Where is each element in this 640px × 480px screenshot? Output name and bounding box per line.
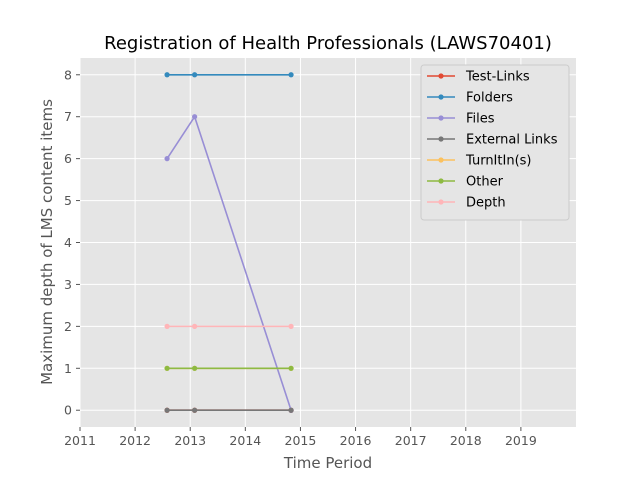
data-point-folders (164, 72, 170, 78)
legend-label: Test-Links (465, 70, 530, 85)
legend-entry-folders: Folders (427, 91, 513, 106)
legend-entry-external-links: External Links (427, 133, 558, 148)
data-point-depth (288, 323, 294, 329)
legend-label: Folders (466, 91, 513, 106)
y-axis-label: Maximum depth of LMS content items (38, 99, 56, 385)
x-tick-label: 2018 (450, 433, 482, 448)
legend-label: TurnItIn(s) (465, 154, 531, 169)
data-point-other (288, 365, 294, 371)
x-tick-label: 2019 (505, 433, 537, 448)
y-tick-label: 0 (64, 403, 72, 418)
y-tick-label: 5 (64, 193, 72, 208)
legend-entry-files: Files (427, 112, 495, 127)
data-point-depth (192, 323, 198, 329)
series-other (164, 365, 294, 371)
x-tick-label: 2012 (119, 433, 151, 448)
data-point-folders (288, 72, 294, 78)
series-external-links (164, 407, 294, 413)
data-point-external-links (192, 407, 198, 413)
legend-entry-other: Other (427, 175, 504, 190)
y-tick-label: 2 (64, 319, 72, 334)
legend-marker (438, 199, 444, 205)
x-tick-label: 2011 (64, 433, 96, 448)
y-tick-label: 4 (64, 235, 72, 250)
data-point-depth (164, 323, 170, 329)
legend-marker (438, 157, 444, 163)
legend-entry-turnitin-s: TurnItIn(s) (427, 154, 531, 169)
legend-marker (438, 73, 444, 79)
legend-label: External Links (466, 133, 558, 148)
data-point-files (192, 114, 198, 120)
legend-box (420, 64, 570, 221)
legend-label: Depth (466, 196, 506, 211)
series-folders (164, 72, 294, 78)
series-lines (164, 72, 294, 413)
axis-ticks: 2011 2012 2013 2014 2015 2016 2017 2018 2019 0 1 2 3… (64, 67, 537, 448)
y-tick-label: 3 (64, 277, 72, 292)
legend: Test-Links Folders Files External Links Turn… (420, 64, 570, 221)
data-point-other (164, 365, 170, 371)
legend-label: Other (466, 175, 504, 190)
y-tick-label: 7 (64, 109, 72, 124)
legend-marker (438, 94, 444, 100)
y-tick-label: 8 (64, 67, 72, 82)
data-point-external-links (164, 407, 170, 413)
data-point-files (164, 156, 170, 162)
legend-label: Files (466, 112, 495, 127)
x-tick-label: 2015 (285, 433, 317, 448)
legend-marker (438, 136, 444, 142)
x-tick-label: 2016 (340, 433, 372, 448)
series-depth (164, 323, 294, 329)
x-tick-label: 2014 (229, 433, 261, 448)
data-point-folders (192, 72, 198, 78)
chart-title: Registration of Health Professionals (LA… (104, 33, 552, 54)
legend-marker (438, 115, 444, 121)
data-point-other (192, 365, 198, 371)
legend-marker (438, 178, 444, 184)
y-tick-label: 1 (64, 361, 72, 376)
x-tick-label: 2017 (395, 433, 427, 448)
legend-entry-depth: Depth (427, 196, 506, 211)
data-point-external-links (288, 407, 294, 413)
y-tick-label: 6 (64, 151, 72, 166)
x-axis-label: Time Period (283, 454, 372, 472)
x-tick-label: 2013 (174, 433, 206, 448)
legend-entry-test-links: Test-Links (427, 70, 530, 85)
